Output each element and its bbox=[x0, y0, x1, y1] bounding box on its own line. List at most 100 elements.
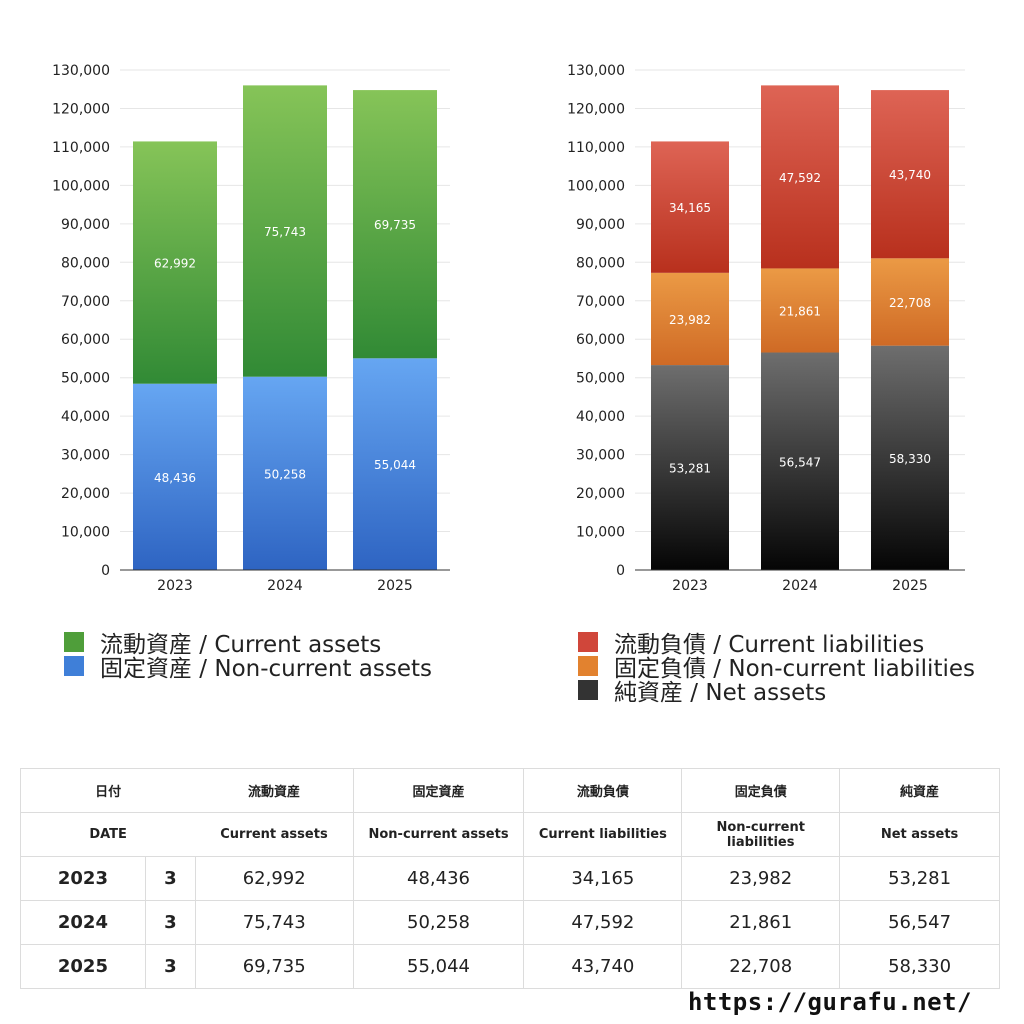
y-tick-label: 30,000 bbox=[576, 448, 625, 464]
row-year: 2024 bbox=[20, 900, 146, 945]
data-label: 50,258 bbox=[264, 467, 306, 481]
cell-current-liabilities: 34,165 bbox=[523, 856, 683, 901]
y-tick-label: 50,000 bbox=[576, 371, 625, 387]
assets-stacked-bar-chart: 0 10,000 20,000 30,000 40,000 50,000 60,000 70,… bbox=[52, 63, 450, 594]
data-label: 43,740 bbox=[889, 168, 931, 182]
y-tick-label: 110,000 bbox=[52, 140, 110, 156]
table-header-en: DATE Current assets Non-current assets C… bbox=[20, 812, 1000, 857]
data-label: 55,044 bbox=[374, 458, 416, 472]
row-month: 3 bbox=[144, 856, 196, 901]
y-tick-label: 100,000 bbox=[52, 178, 110, 194]
y-tick-label: 130,000 bbox=[567, 63, 625, 79]
bar-segment bbox=[871, 90, 949, 259]
header-non-current-liabilities-jp: 固定負債 bbox=[681, 768, 841, 813]
data-label: 75,743 bbox=[264, 225, 306, 239]
header-net-assets-jp: 純資産 bbox=[839, 768, 1000, 813]
y-tick-label: 80,000 bbox=[576, 255, 625, 271]
data-label: 47,592 bbox=[779, 171, 821, 185]
y-tick-label: 0 bbox=[101, 563, 110, 579]
table-row: 2025 3 69,735 55,044 43,740 22,708 58,33… bbox=[20, 944, 1000, 989]
legend-label-non-current-assets: 固定資産 / Non-current assets bbox=[100, 656, 433, 682]
bar-segment bbox=[133, 141, 217, 384]
legend-non-current-liabilities: 固定負債 / Non-current liabilities bbox=[578, 654, 975, 682]
y-tick-label: 40,000 bbox=[576, 409, 625, 425]
row-year: 2023 bbox=[20, 856, 146, 901]
bar-segment bbox=[871, 258, 949, 346]
liabilities-net-assets-stacked-bar-chart: 0 10,000 20,000 30,000 40,000 50,000 60,000 70,… bbox=[567, 63, 965, 594]
balance-sheet-table: 日付 流動資産 固定資産 流動負債 固定負債 純資産 DATE Current … bbox=[20, 768, 1000, 989]
cell-current-assets: 75,743 bbox=[194, 900, 354, 945]
y-tick-label: 100,000 bbox=[567, 178, 625, 194]
y-tick-label: 70,000 bbox=[61, 294, 110, 310]
y-tick-label: 120,000 bbox=[52, 101, 110, 117]
data-label: 22,708 bbox=[889, 296, 931, 310]
cell-current-liabilities: 47,592 bbox=[523, 900, 683, 945]
bar-segment bbox=[353, 90, 437, 359]
header-non-current-assets-jp: 固定資産 bbox=[352, 768, 525, 813]
y-tick-label: 0 bbox=[616, 563, 625, 579]
data-label: 53,281 bbox=[669, 462, 711, 476]
bar-segment bbox=[761, 352, 839, 570]
bar-segment bbox=[651, 272, 729, 366]
header-current-assets-en: Current assets bbox=[195, 812, 354, 857]
legend-swatch-current-assets bbox=[64, 632, 84, 652]
y-tick-label: 50,000 bbox=[61, 371, 110, 387]
legend-swatch-current-liabilities bbox=[578, 632, 598, 652]
bar-segment bbox=[651, 141, 729, 273]
cell-net-assets: 53,281 bbox=[839, 856, 1000, 901]
legend-swatch-net-assets bbox=[578, 680, 598, 700]
legend-label-non-current-liabilities: 固定負債 / Non-current liabilities bbox=[614, 656, 975, 682]
row-year: 2025 bbox=[20, 944, 146, 989]
y-tick-label: 40,000 bbox=[61, 409, 110, 425]
header-non-current-liabilities-en: Non-current liabilities bbox=[681, 812, 841, 857]
y-tick-label: 120,000 bbox=[567, 101, 625, 117]
legend-non-current-assets: 固定資産 / Non-current assets bbox=[64, 654, 432, 682]
data-label: 34,165 bbox=[669, 201, 711, 215]
y-tick-label: 20,000 bbox=[576, 486, 625, 502]
x-tick-label: 2023 bbox=[157, 578, 193, 594]
legend-current-liabilities: 流動負債 / Current liabilities bbox=[578, 630, 975, 658]
header-current-liabilities-en: Current liabilities bbox=[523, 812, 683, 857]
table-row: 2023 3 62,992 48,436 34,165 23,982 53,28… bbox=[20, 856, 1000, 901]
x-tick-label: 2024 bbox=[267, 578, 303, 594]
cell-current-liabilities: 43,740 bbox=[523, 944, 683, 989]
legend-swatch-non-current-liabilities bbox=[578, 656, 598, 676]
data-label: 62,992 bbox=[154, 257, 196, 271]
legend-label-net-assets: 純資産 / Net assets bbox=[614, 680, 827, 706]
data-label: 21,861 bbox=[779, 304, 821, 318]
y-tick-label: 90,000 bbox=[61, 217, 110, 233]
bar-segment bbox=[761, 85, 839, 269]
data-label: 23,982 bbox=[669, 313, 711, 327]
source-url: https://gurafu.net/ bbox=[687, 988, 972, 1016]
y-tick-label: 130,000 bbox=[52, 63, 110, 79]
header-date-jp: 日付 bbox=[20, 768, 196, 813]
x-tick-label: 2024 bbox=[782, 578, 818, 594]
y-tick-label: 80,000 bbox=[61, 255, 110, 271]
liabilities-legend: 流動負債 / Current liabilities 固定負債 / Non-cu… bbox=[578, 630, 975, 706]
data-label: 48,436 bbox=[154, 471, 196, 485]
cell-net-assets: 58,330 bbox=[839, 944, 1000, 989]
bar-segment bbox=[353, 358, 437, 570]
y-tick-label: 30,000 bbox=[61, 448, 110, 464]
row-month: 3 bbox=[144, 900, 196, 945]
data-label: 56,547 bbox=[779, 455, 821, 469]
legend-label-current-liabilities: 流動負債 / Current liabilities bbox=[614, 632, 925, 658]
data-label: 58,330 bbox=[889, 452, 931, 466]
header-date-en: DATE bbox=[20, 812, 196, 857]
header-current-assets-jp: 流動資産 bbox=[195, 768, 354, 813]
header-net-assets-en: Net assets bbox=[839, 812, 1000, 857]
cell-non-current-liabilities: 21,861 bbox=[681, 900, 841, 945]
legend-net-assets: 純資産 / Net assets bbox=[578, 678, 975, 706]
cell-non-current-liabilities: 23,982 bbox=[681, 856, 841, 901]
y-tick-label: 90,000 bbox=[576, 217, 625, 233]
table-header-jp: 日付 流動資産 固定資産 流動負債 固定負債 純資産 bbox=[20, 768, 1000, 813]
y-tick-label: 60,000 bbox=[576, 332, 625, 348]
legend-label-current-assets: 流動資産 / Current assets bbox=[100, 632, 382, 658]
bar-segment bbox=[651, 365, 729, 570]
bar-segment bbox=[243, 85, 327, 377]
header-non-current-assets-en: Non-current assets bbox=[352, 812, 525, 857]
bar-segment bbox=[871, 345, 949, 570]
y-tick-label: 10,000 bbox=[61, 525, 110, 541]
y-tick-label: 60,000 bbox=[61, 332, 110, 348]
legend-current-assets: 流動資産 / Current assets bbox=[64, 630, 432, 658]
